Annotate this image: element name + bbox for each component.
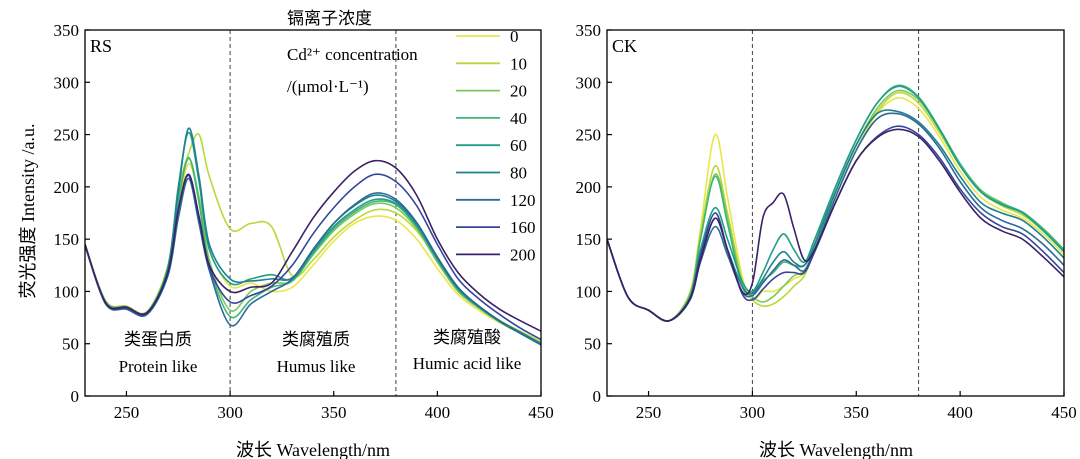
series-line-0 [607, 97, 1064, 323]
y-tick-label: 100 [576, 282, 602, 301]
x-tick-label: 450 [528, 403, 554, 422]
frame-layer: 250 300 350 400 450 0 50 100 150 200 250 300 350 [576, 21, 1077, 422]
x-tick-label: 450 [1051, 403, 1077, 422]
y-tick-label: 150 [576, 230, 602, 249]
series-line-80 [607, 109, 1064, 322]
y-tick-label: 350 [54, 21, 80, 40]
series-line-10 [85, 133, 541, 343]
y-tick-label: 150 [54, 230, 80, 249]
legend-items: 0 10 20 40 60 80 120 160 200 [456, 27, 536, 264]
y-axis-title: 荧光强度 Intensity /a.u. [18, 124, 38, 299]
y-tick-label: 0 [71, 387, 80, 406]
x-axis-title: 波长 Wavelength/nm [759, 440, 913, 459]
plot-frame [84, 29, 542, 397]
legend-title-unit: /(μmol·L⁻¹) [287, 77, 369, 96]
x-tick-label: 250 [636, 403, 662, 422]
panel-label: RS [90, 36, 112, 56]
y-tick-label: 250 [576, 126, 602, 145]
series-layer [85, 30, 541, 396]
x-tick-label: 300 [740, 403, 766, 422]
y-tick-label: 200 [576, 178, 602, 197]
x-tick-label: 400 [425, 403, 451, 422]
region-label-cn: 类腐殖质 [282, 330, 350, 349]
legend-title-cn: 镉离子浓度 [287, 9, 372, 28]
series-line-60 [85, 131, 541, 346]
series-line-120 [85, 177, 541, 346]
series-layer [607, 30, 1064, 396]
legend-label-40: 40 [510, 109, 527, 128]
x-tick-label: 350 [844, 403, 870, 422]
legend-label-200: 200 [510, 245, 536, 264]
legend-label-60: 60 [510, 136, 527, 155]
series-line-120 [607, 112, 1064, 322]
series-line-40 [607, 84, 1064, 322]
legend-label-120: 120 [510, 191, 536, 210]
y-tick-label: 200 [54, 178, 80, 197]
region-label-cn: 类腐殖酸 [433, 328, 501, 347]
x-axis-title: 波长 Wavelength/nm [236, 440, 390, 459]
y-tick-label: 250 [54, 126, 80, 145]
y-tick-label: 50 [62, 335, 79, 354]
x-tick-label: 300 [217, 403, 243, 422]
region-label-en: Humic acid like [413, 354, 522, 373]
x-tick-label: 250 [114, 403, 140, 422]
series-line-80 [85, 127, 541, 345]
x-tick-label: 350 [321, 403, 347, 422]
region-label-en: Protein like [119, 357, 198, 376]
y-tick-label: 100 [54, 282, 80, 301]
region-label-cn: 类蛋白质 [124, 330, 192, 349]
legend-title-en: Cd²⁺ concentration [287, 45, 418, 64]
legend: 镉离子浓度 Cd²⁺ concentration /(μmol·L⁻¹) 0 10… [287, 9, 536, 264]
legend-label-20: 20 [510, 82, 527, 101]
series-line-160 [607, 125, 1064, 322]
legend-label-80: 80 [510, 164, 527, 183]
legend-label-10: 10 [510, 54, 527, 73]
plot-frame [606, 29, 1065, 397]
series-line-200 [85, 159, 541, 332]
region-label-en: Humus like [277, 357, 356, 376]
series-line-200 [607, 128, 1064, 322]
y-tick-label: 50 [584, 335, 601, 354]
y-tick-label: 350 [576, 21, 602, 40]
y-tick-label: 0 [593, 387, 602, 406]
x-tick-label: 400 [947, 403, 973, 422]
panel-label: CK [612, 36, 637, 56]
legend-label-160: 160 [510, 218, 536, 237]
y-tick-label: 300 [54, 73, 80, 92]
legend-label-0: 0 [510, 27, 519, 46]
y-tick-label: 300 [576, 73, 602, 92]
series-line-20 [607, 89, 1064, 323]
